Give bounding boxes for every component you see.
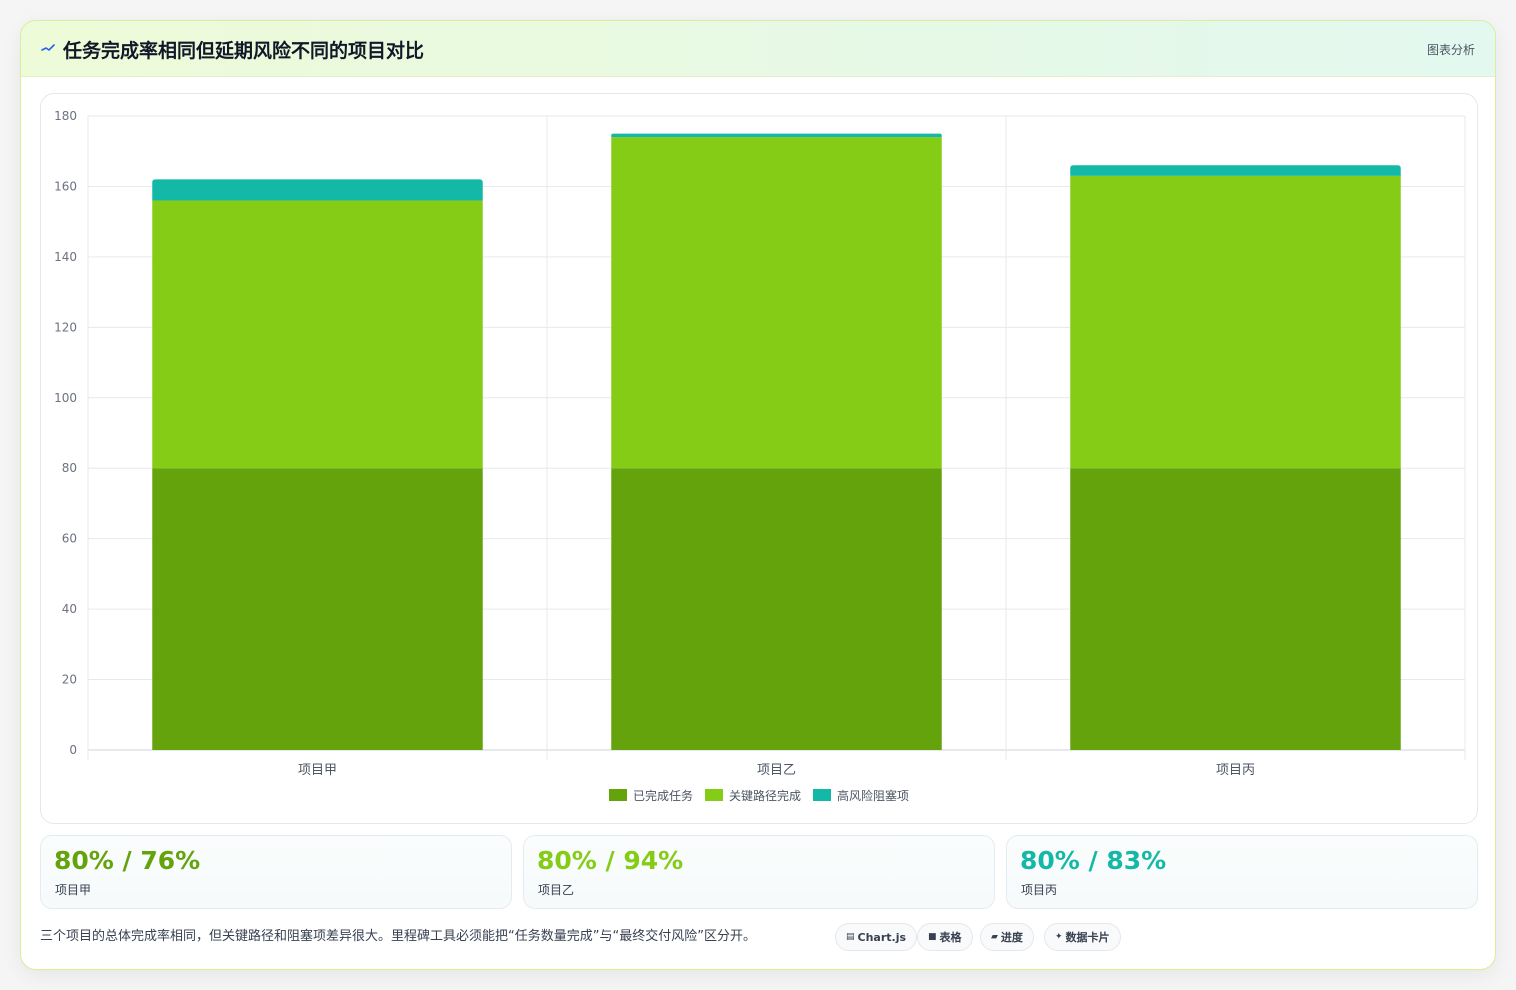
chip-chartjs[interactable]: ▤ Chart.js: [835, 923, 918, 951]
chip-label: 数据卡片: [1065, 931, 1110, 944]
y-tick-label: 120: [54, 320, 77, 334]
y-tick-label: 160: [54, 179, 77, 193]
card-header: 任务完成率相同但延期风险不同的项目对比 图表分析: [21, 21, 1495, 77]
x-tick-label: 项目丙: [1216, 763, 1255, 778]
stat-value: 80% / 76%: [54, 846, 201, 875]
legend-swatch: [813, 789, 831, 801]
stat-label: 项目丙: [1021, 883, 1058, 897]
legend-label: 已完成任务: [633, 788, 693, 803]
stat-card: 80% / 76% 项目甲: [40, 835, 512, 909]
chip-label: Chart.js: [857, 930, 907, 944]
sparkle-icon: ✦: [1055, 932, 1063, 942]
x-tick-label: 项目甲: [298, 763, 337, 778]
y-tick-label: 80: [62, 461, 77, 475]
y-tick-label: 60: [62, 532, 77, 546]
bar-segment: [1070, 468, 1401, 750]
bar-segment: [611, 137, 942, 469]
chart-panel: 0 20 40 60 80 100 120 140 160 180 项目甲 项目乙 项目丙已完成任务 关键…: [40, 93, 1478, 824]
y-tick-label: 180: [54, 109, 77, 123]
bar-segment: [1070, 175, 1401, 469]
stat-value: 80% / 83%: [1020, 846, 1167, 875]
chart-card: 任务完成率相同但延期风险不同的项目对比 图表分析 0 20 40 60 80 100 120…: [20, 20, 1496, 970]
stat-label: 项目甲: [55, 883, 92, 897]
legend-label: 关键路径完成: [729, 788, 801, 803]
chart-analysis-tag: 图表分析: [1426, 43, 1475, 57]
y-tick-label: 40: [62, 602, 77, 616]
y-tick-label: 140: [54, 250, 77, 264]
bar-segment: [152, 179, 483, 201]
chip-data-card[interactable]: ✦ 数据卡片: [1044, 923, 1121, 951]
page-title: 任务完成率相同但延期风险不同的项目对比: [63, 40, 425, 62]
stat-card: 80% / 94% 项目乙: [523, 835, 995, 909]
progress-icon: ▰: [991, 932, 998, 942]
stat-value: 80% / 94%: [537, 846, 684, 875]
bar-segment: [611, 468, 942, 750]
stat-card: 80% / 83% 项目丙: [1006, 835, 1478, 909]
chart-icon: ▤: [846, 932, 855, 942]
table-icon: ■: [928, 932, 937, 942]
y-tick-label: 0: [69, 743, 77, 757]
legend-swatch: [705, 789, 723, 801]
x-tick-label: 项目乙: [757, 763, 796, 778]
bar-segment: [152, 200, 483, 469]
y-tick-label: 100: [54, 391, 77, 405]
y-tick-label: 20: [62, 673, 77, 687]
chip-table[interactable]: ■ 表格: [917, 923, 973, 951]
stat-label: 项目乙: [538, 883, 575, 897]
bar-segment: [611, 133, 942, 138]
bar-segment: [152, 468, 483, 750]
chip-label: 进度: [1000, 931, 1023, 944]
legend-label: 高风险阻塞项: [837, 788, 909, 803]
stat-cards: 80% / 76% 项目甲 80% / 94% 项目乙 80% / 83% 项目…: [40, 835, 1478, 909]
bar-segment: [1070, 165, 1401, 176]
chip-label: 表格: [939, 931, 962, 944]
footer-note: 三个项目的总体完成率相同，但关键路径和阻塞项差异很大。里程碑工具必须能把“任务数…: [40, 929, 756, 944]
legend-swatch: [609, 789, 627, 801]
sparkline-icon: [41, 44, 55, 52]
chip-progress[interactable]: ▰ 进度: [980, 923, 1034, 951]
